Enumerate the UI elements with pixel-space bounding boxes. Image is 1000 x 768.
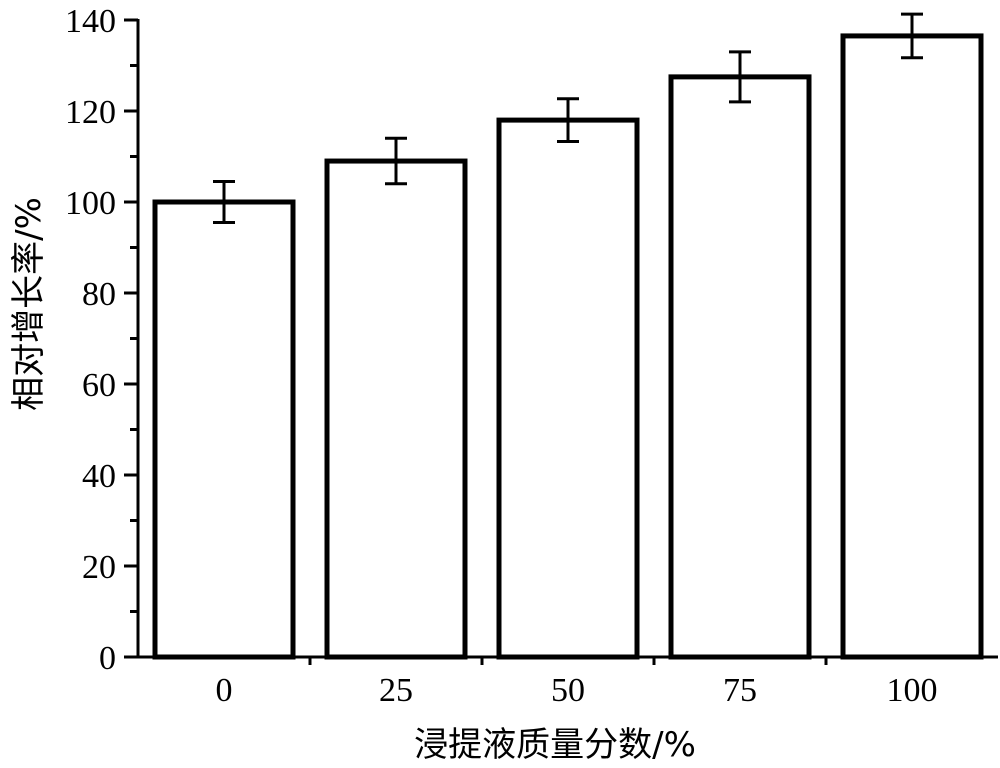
bar: [152, 199, 296, 660]
y-axis-title: 相对增长率/%: [9, 197, 49, 411]
x-tick-label: 25: [379, 672, 413, 709]
bar: [840, 33, 984, 660]
x-tick-label: 0: [216, 672, 233, 709]
y-tick-label: 0: [99, 640, 116, 677]
y-tick-label: 120: [65, 94, 116, 131]
y-ticks: 0 20 40 60 80 100 120 140: [65, 3, 138, 677]
bar: [668, 74, 812, 660]
bar: [324, 158, 468, 660]
y-tick-label: 140: [65, 3, 116, 40]
y-tick-label: 60: [82, 367, 116, 404]
x-ticks: 0 25 50 75 100: [216, 657, 938, 709]
error-bars: [213, 12, 923, 224]
y-tick-label: 100: [65, 185, 116, 222]
x-tick-label: 75: [723, 672, 757, 709]
x-axis-title: 浸提液质量分数/%: [414, 725, 696, 765]
y-tick-label: 40: [82, 458, 116, 495]
bar: [496, 117, 640, 660]
x-tick-label: 100: [887, 672, 938, 709]
y-tick-label: 20: [82, 549, 116, 586]
x-tick-label: 50: [551, 672, 585, 709]
y-tick-label: 80: [82, 276, 116, 313]
bars: [152, 33, 984, 660]
